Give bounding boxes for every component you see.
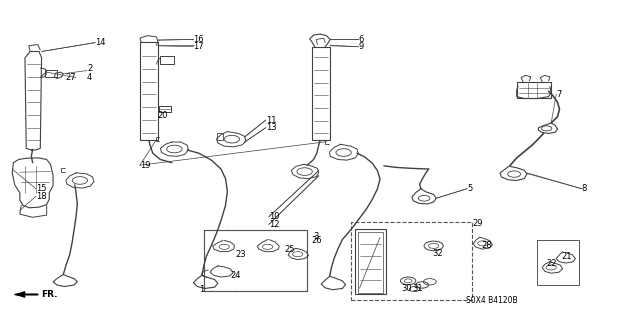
Text: 13: 13 <box>266 123 276 132</box>
Text: 21: 21 <box>561 252 572 261</box>
Text: 8: 8 <box>582 184 588 193</box>
Bar <box>516 82 551 98</box>
Text: 4: 4 <box>87 73 92 82</box>
Polygon shape <box>15 292 25 297</box>
Text: 16: 16 <box>193 35 204 44</box>
Bar <box>312 47 330 140</box>
Text: S0X4 B4120B: S0X4 B4120B <box>466 296 517 305</box>
Text: 7: 7 <box>556 90 562 99</box>
Text: 11: 11 <box>266 115 276 125</box>
Text: 10: 10 <box>269 212 280 221</box>
Text: 28: 28 <box>481 241 492 250</box>
Text: 25: 25 <box>285 245 296 254</box>
Text: 20: 20 <box>158 111 168 120</box>
Text: 5: 5 <box>467 184 472 193</box>
Text: 27: 27 <box>65 73 76 82</box>
Bar <box>358 232 383 293</box>
Text: 24: 24 <box>230 271 241 280</box>
Text: 22: 22 <box>547 259 557 268</box>
Bar <box>216 132 223 140</box>
Text: 2: 2 <box>87 64 92 73</box>
Text: 32: 32 <box>433 249 443 258</box>
Text: 23: 23 <box>236 250 246 259</box>
Text: 19: 19 <box>140 161 150 170</box>
Text: 31: 31 <box>413 284 423 293</box>
Bar <box>140 42 158 140</box>
Text: 14: 14 <box>95 38 106 47</box>
Bar <box>351 222 472 300</box>
Text: 30: 30 <box>402 284 412 293</box>
Text: 3: 3 <box>314 232 319 241</box>
Bar <box>355 229 386 294</box>
Text: 9: 9 <box>358 42 364 51</box>
Text: 18: 18 <box>36 192 47 201</box>
Text: 26: 26 <box>312 236 323 245</box>
Text: 29: 29 <box>472 219 483 228</box>
Bar <box>45 70 57 77</box>
Bar <box>161 56 174 64</box>
Text: 1: 1 <box>198 285 204 294</box>
Text: 15: 15 <box>36 184 46 193</box>
Text: FR.: FR. <box>42 290 58 299</box>
Bar <box>204 230 307 291</box>
Text: 6: 6 <box>358 35 364 44</box>
Bar <box>159 106 171 113</box>
Bar <box>204 230 307 291</box>
Bar <box>537 241 579 285</box>
Text: 17: 17 <box>193 42 204 51</box>
Text: 12: 12 <box>269 220 280 229</box>
